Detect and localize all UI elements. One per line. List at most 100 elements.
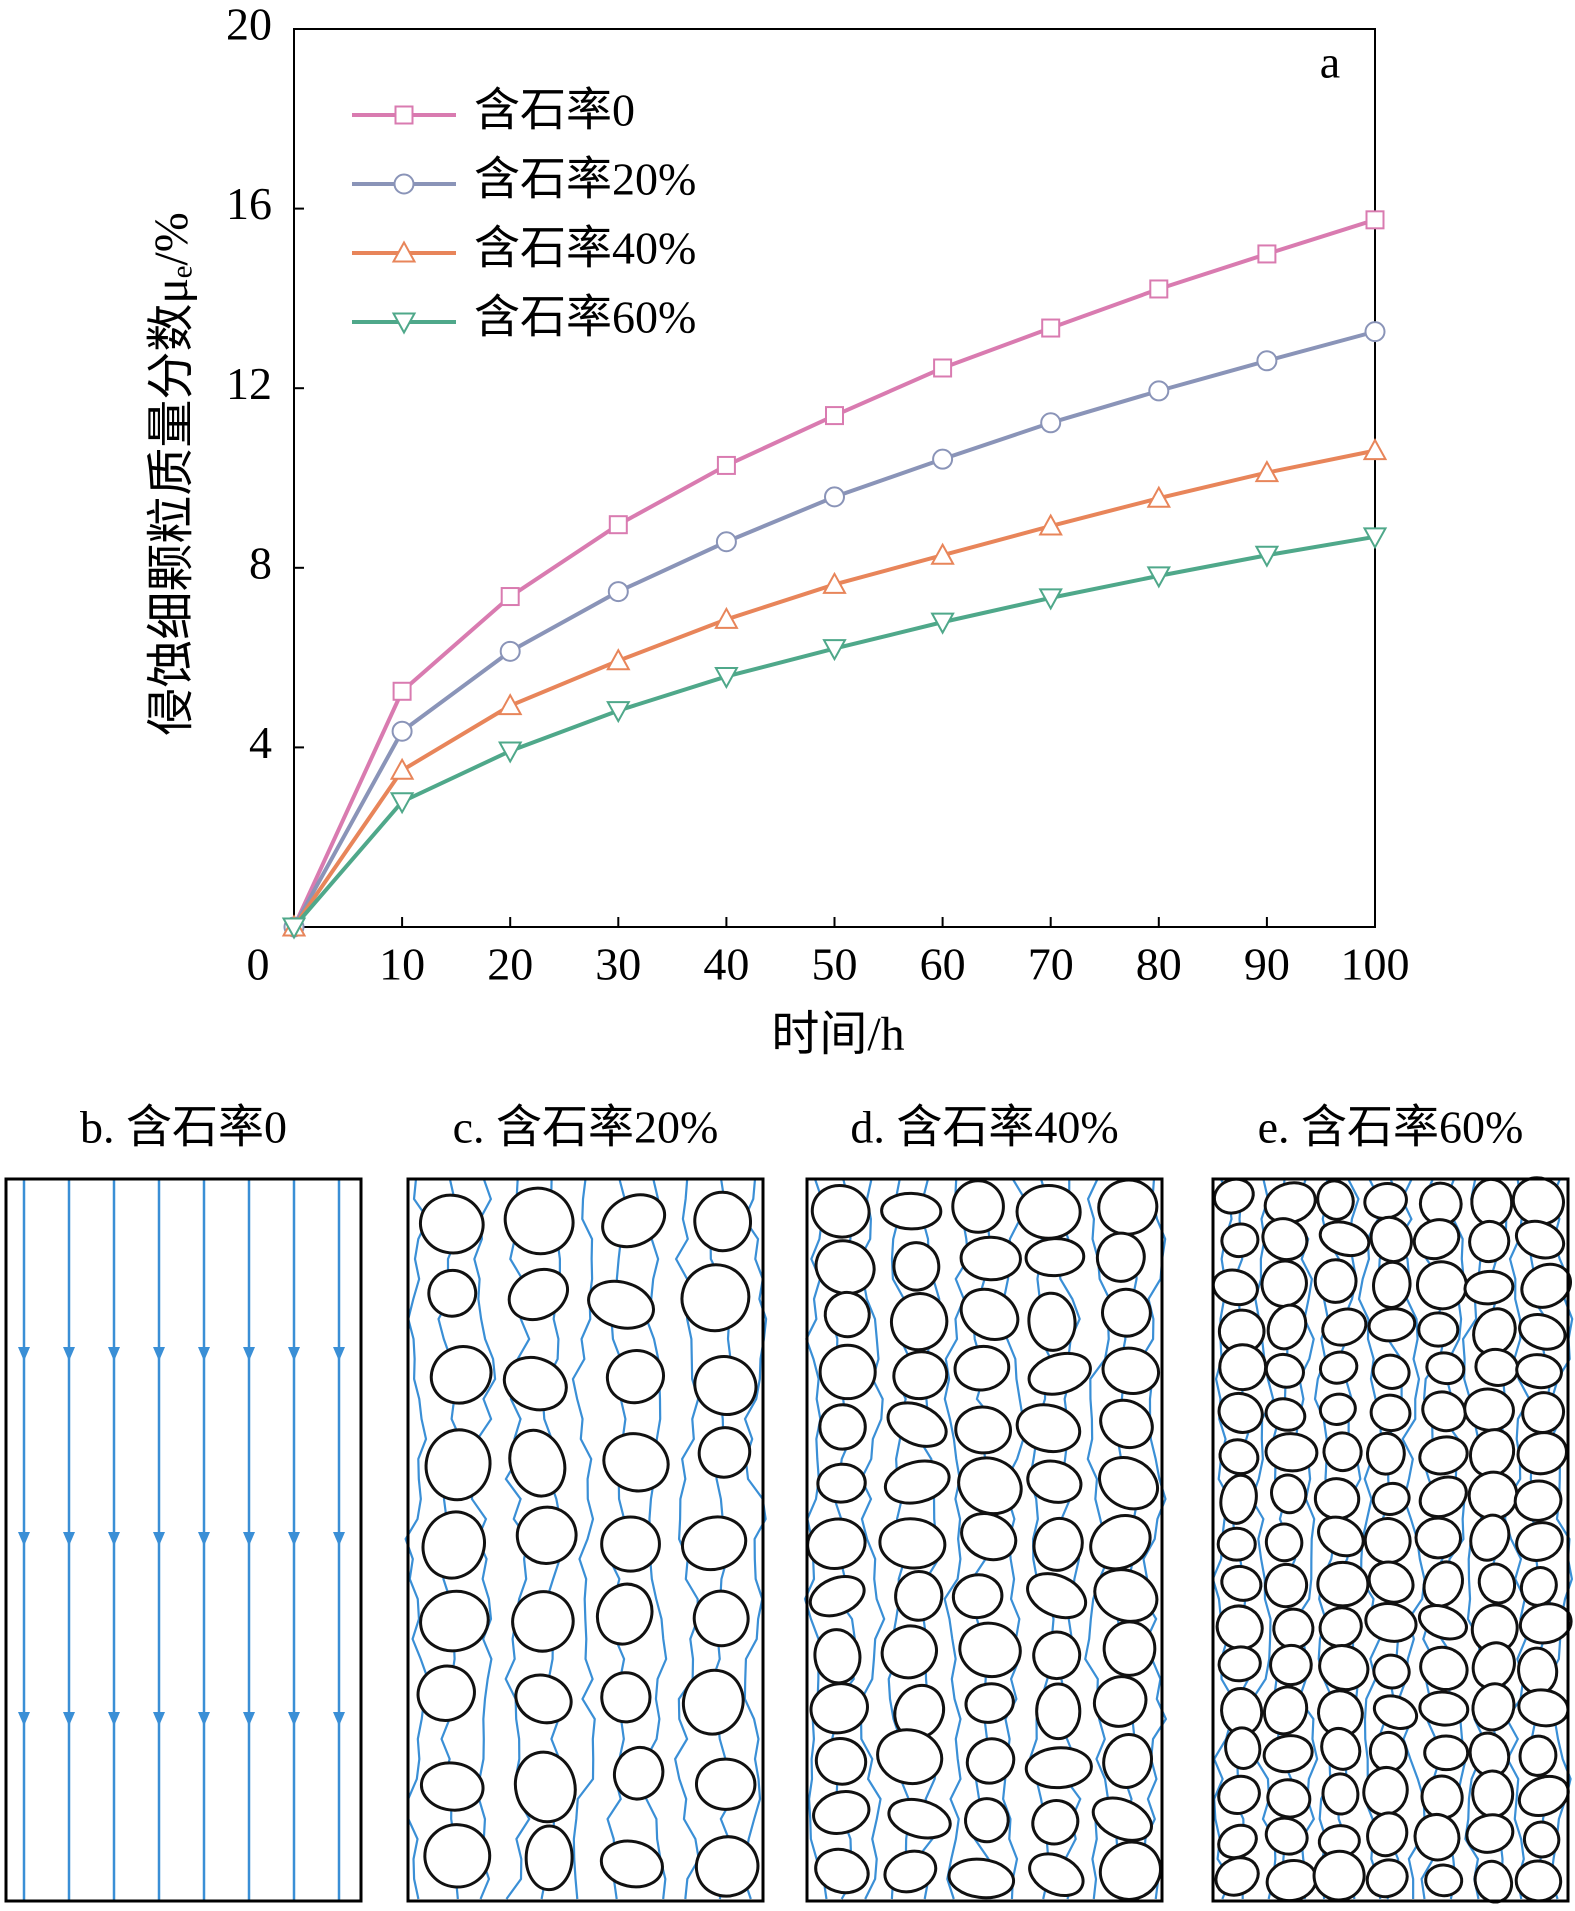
particle [1264,1562,1309,1609]
particle [883,1459,951,1505]
particle [1032,1516,1084,1572]
particle [1098,1840,1162,1901]
particle [1224,1726,1262,1770]
particle [511,1590,575,1653]
particle [416,1664,476,1722]
particle [878,1517,947,1570]
particle [1092,1675,1148,1728]
particle [600,1671,652,1724]
particle [959,1235,1022,1282]
particle [1260,1259,1308,1308]
particle [1026,1572,1088,1620]
flow-arrow [18,1532,30,1546]
marker [607,581,629,603]
particle [602,1432,670,1493]
particle [1418,1475,1468,1519]
particle [1102,1733,1153,1789]
particle [1513,1479,1563,1522]
particle [1471,1682,1516,1732]
particle [1372,1653,1411,1690]
particle [1217,1391,1264,1434]
marker [608,515,628,535]
marker [715,531,737,553]
legend-marker [391,240,417,263]
particle [1035,1682,1082,1741]
legend-label: 含石率40% [474,223,696,274]
marker [930,542,955,565]
particle [1099,1398,1154,1450]
marker [932,448,954,470]
particle [693,1190,753,1253]
particle [601,1193,667,1249]
marker [1256,350,1278,372]
particle [1101,1346,1161,1395]
particle [1468,1219,1511,1264]
legend-marker [393,173,415,195]
legend-label: 含石率60% [474,292,696,343]
particle [681,1668,745,1736]
marker [1038,588,1063,611]
particle [1514,1219,1566,1260]
particle [1516,1431,1568,1476]
marker [1149,279,1169,299]
particle [515,1505,578,1565]
marker [822,639,847,662]
legend-label: 含石率20% [474,154,696,205]
particle [680,1263,751,1333]
particle [1522,1820,1561,1859]
particle [1220,1564,1263,1602]
particle [1093,1568,1159,1623]
particle [1270,1473,1308,1515]
particle [1028,1852,1085,1898]
particle [1272,1607,1315,1650]
annotation: a [1320,37,1340,88]
particle [1369,1393,1412,1433]
particle [1521,1391,1566,1434]
particle [1414,1516,1463,1560]
particle [951,1179,1005,1234]
particle [1261,1217,1309,1262]
particle [964,1797,1010,1844]
particle [1518,1602,1573,1645]
flow-arrow [333,1532,345,1546]
particle [1098,1456,1159,1511]
particle [1217,1823,1258,1860]
flow-arrow [198,1347,210,1361]
x-tick-label: 70 [1028,939,1074,990]
particle [692,1589,750,1648]
x-tick-label: 20 [487,939,533,990]
particle [1318,1392,1357,1426]
marker [1254,460,1280,483]
flow-arrow [18,1712,30,1726]
particle [1470,1177,1514,1228]
particle [1032,1630,1082,1681]
particle [1318,1644,1370,1692]
marker [392,681,412,701]
particle [1027,1291,1077,1352]
marker [1040,412,1062,434]
particle [1102,1620,1157,1677]
particle [1520,1262,1572,1309]
particle [964,1682,1015,1724]
particle [1519,1566,1558,1607]
particle [1367,1560,1415,1604]
legend-marker [394,105,414,125]
particle [1316,1179,1355,1221]
particle [423,1823,492,1889]
y-tick-label: 4 [249,717,272,768]
particle [814,1847,870,1895]
streamline [1503,1178,1531,1900]
marker [1257,244,1277,264]
particle [697,1426,752,1479]
particle [1517,1688,1570,1728]
particle [1264,1432,1319,1473]
particle [1026,1459,1083,1504]
particle [1317,1515,1365,1558]
particle [892,1350,949,1401]
x-tick-label: 30 [595,939,641,990]
panel [4,1177,363,1903]
particle [1024,1237,1086,1278]
particle [1371,1481,1411,1516]
particle [814,1737,868,1786]
panel-frame [805,1177,1164,1903]
